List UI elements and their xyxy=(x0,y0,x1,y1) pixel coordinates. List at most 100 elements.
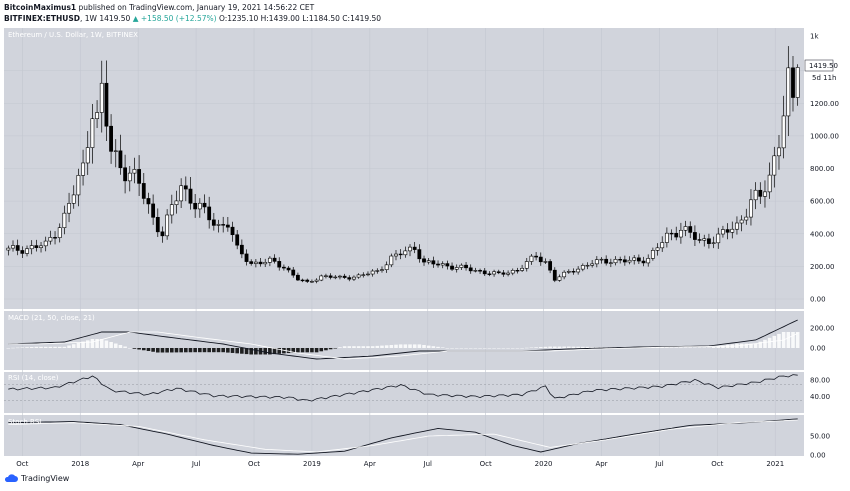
macd-histogram-bar xyxy=(333,348,338,349)
candle-up xyxy=(711,242,716,244)
candle-up xyxy=(730,228,735,233)
last-price-tag-label: 1419.50 xyxy=(809,62,838,70)
candle-up xyxy=(506,272,510,275)
candle-up xyxy=(763,191,767,197)
candle-down xyxy=(155,216,160,233)
candle-up xyxy=(216,224,221,226)
candle-down xyxy=(515,270,520,272)
candle-down xyxy=(552,269,557,281)
macd-histogram-bar xyxy=(352,346,356,348)
macd-histogram-bar xyxy=(721,345,725,348)
stoch-d-line xyxy=(8,419,798,453)
price-axis-tick: 1000.00 xyxy=(810,132,839,140)
candle-down xyxy=(791,67,795,98)
candle-up xyxy=(197,202,202,210)
macd-histogram-bar xyxy=(767,337,772,348)
time-axis-tick: Oct xyxy=(248,460,260,468)
candle-down xyxy=(725,229,730,233)
countdown-label: 5d 11h xyxy=(812,74,836,82)
macd-histogram-bar xyxy=(338,347,342,348)
price-axis-tick: 800.00 xyxy=(810,165,835,173)
macd-histogram-bar xyxy=(20,347,25,348)
macd-histogram-bar xyxy=(440,347,445,348)
macd-histogram-bar xyxy=(39,346,43,348)
candle-up xyxy=(702,238,707,241)
candle-up xyxy=(627,259,632,263)
candle-up xyxy=(777,147,781,157)
symbol-line: BITFINEX:ETHUSD, 1W 1419.50 ▲ +158.50 (+… xyxy=(4,14,382,23)
time-axis-tick: Apr xyxy=(364,460,376,468)
chart-canvas[interactable]: 1k 1200.00 1000.00 800.00 600.00 400.00 200.00… xyxy=(0,28,850,470)
candle-up xyxy=(165,214,170,237)
price-axis-tick: 1k xyxy=(810,33,819,41)
candle-up xyxy=(48,237,53,242)
candle-up xyxy=(678,229,683,238)
macd-histogram-bar xyxy=(43,346,48,348)
candle-up xyxy=(39,245,43,248)
candle-down xyxy=(160,231,165,237)
macd-histogram-bar xyxy=(702,347,707,349)
price-axis-tick: 400.00 xyxy=(810,230,835,238)
macd-histogram-bar xyxy=(375,345,380,348)
macd-histogram-bar xyxy=(674,347,679,349)
macd-axis-tick: 200.00 xyxy=(810,325,835,333)
time-axis-tick: Jul xyxy=(191,460,201,468)
macd-histogram-bar xyxy=(660,347,665,348)
candle-up xyxy=(6,247,11,251)
candle-up xyxy=(267,257,272,263)
macd-pane xyxy=(4,311,804,370)
candle-up xyxy=(767,174,772,193)
candle-down xyxy=(202,202,207,208)
macd-histogram-bar xyxy=(515,348,520,349)
candle-up xyxy=(380,269,384,271)
macd-histogram-bar xyxy=(524,347,529,349)
candle-up xyxy=(786,67,791,117)
candle-up xyxy=(529,255,534,262)
macd-histogram-bar xyxy=(543,346,548,348)
candle-down xyxy=(604,258,609,264)
tradingview-logo[interactable]: TradingView xyxy=(4,474,69,483)
macd-histogram-bar xyxy=(510,348,515,349)
macd-histogram-bar xyxy=(585,346,590,348)
candle-down xyxy=(146,198,151,205)
macd-histogram-bar xyxy=(29,347,34,348)
candle-down xyxy=(291,269,296,276)
macd-histogram-bar xyxy=(529,347,534,349)
macd-histogram-bar xyxy=(366,346,370,348)
macd-histogram-bar xyxy=(398,344,403,348)
candle-up xyxy=(753,189,758,201)
macd-histogram-bar xyxy=(123,346,127,348)
candle-down xyxy=(53,237,57,239)
macd-histogram-bar xyxy=(665,347,669,349)
macd-histogram-bar xyxy=(263,348,268,355)
candle-up xyxy=(594,259,599,265)
macd-histogram-bar xyxy=(240,348,244,354)
macd-histogram-bar xyxy=(450,348,454,349)
macd-histogram-bar xyxy=(202,348,207,353)
candle-up xyxy=(403,250,408,256)
candle-up xyxy=(113,150,118,152)
macd-histogram-bar xyxy=(412,344,417,348)
author-name[interactable]: BitcoinMaximus1 xyxy=(4,3,77,12)
candle-up xyxy=(361,274,366,276)
macd-histogram-bar xyxy=(786,332,791,348)
candle-up xyxy=(655,247,660,251)
price-axis-tick: 600.00 xyxy=(810,198,835,206)
candle-down xyxy=(281,266,286,269)
macd-histogram-bar xyxy=(538,347,543,348)
macd-histogram-bar xyxy=(127,348,132,349)
candle-up xyxy=(576,268,581,273)
candle-up xyxy=(683,226,688,231)
macd-histogram-bar xyxy=(118,345,123,348)
interval: 1W xyxy=(84,14,97,23)
macd-histogram-bar xyxy=(697,347,702,349)
candle-down xyxy=(674,232,679,238)
candle-down xyxy=(34,245,39,248)
macd-histogram-bar xyxy=(90,339,95,348)
time-axis-tick: 2021 xyxy=(766,460,784,468)
candle-down xyxy=(188,188,193,204)
macd-histogram-bar xyxy=(212,348,216,353)
rsi-axis-tick: 40.00 xyxy=(810,393,830,401)
macd-histogram-bar xyxy=(193,348,197,353)
macd-histogram-bar xyxy=(277,348,282,354)
